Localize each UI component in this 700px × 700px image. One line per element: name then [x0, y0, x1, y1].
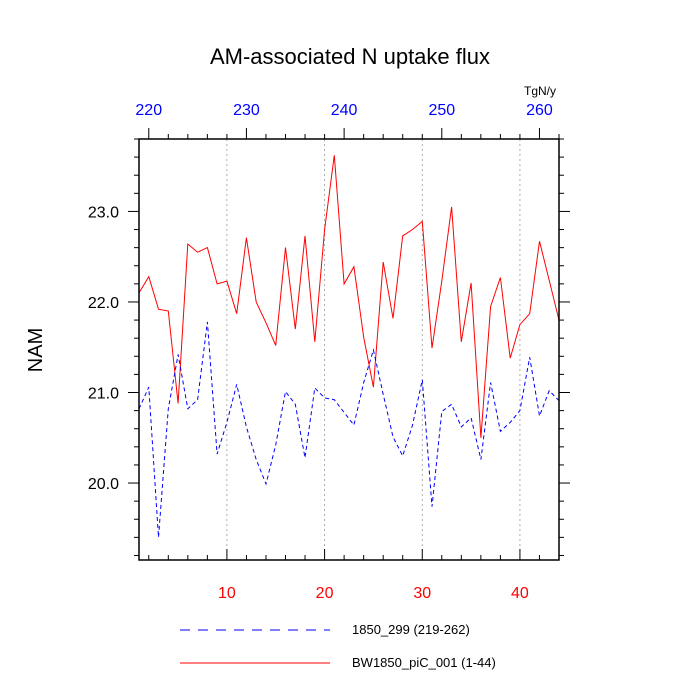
- y-tick-label-22: 22.0: [88, 295, 119, 312]
- gridlines: [226, 139, 521, 560]
- top-tick-label-250: 250: [428, 102, 455, 119]
- axis-ticks: 10 20 30 40 220 230 240 250 260 20.0 21.0 22.0 23.0: [88, 102, 570, 602]
- legend-label-1850-299: 1850_299 (219-262): [352, 622, 470, 637]
- series-line-1: [138, 321, 560, 538]
- legend: 1850_299 (219-262) BW1850_piC_001 (1-44): [180, 622, 496, 670]
- x-tick-label-10: 10: [218, 585, 236, 602]
- y-tick-label-23: 23.0: [88, 204, 119, 221]
- y-tick-label-20: 20.0: [88, 476, 119, 493]
- y-tick-label-21: 21.0: [88, 386, 119, 403]
- plot-frame: [138, 138, 560, 561]
- top-tick-label-230: 230: [233, 102, 260, 119]
- top-axis-units: TgN/y: [524, 84, 556, 98]
- chart-title: AM-associated N uptake flux: [210, 44, 490, 69]
- x-tick-label-40: 40: [511, 585, 529, 602]
- top-tick-label-220: 220: [135, 102, 162, 119]
- x-tick-label-30: 30: [413, 585, 431, 602]
- series-layer: [138, 155, 560, 538]
- series-line-0: [138, 155, 560, 438]
- top-tick-label-260: 260: [526, 102, 553, 119]
- legend-label-bw1850-pic-001: BW1850_piC_001 (1-44): [352, 655, 496, 670]
- top-tick-label-240: 240: [331, 102, 358, 119]
- x-tick-label-20: 20: [316, 585, 334, 602]
- y-axis-label: NAM: [25, 328, 47, 372]
